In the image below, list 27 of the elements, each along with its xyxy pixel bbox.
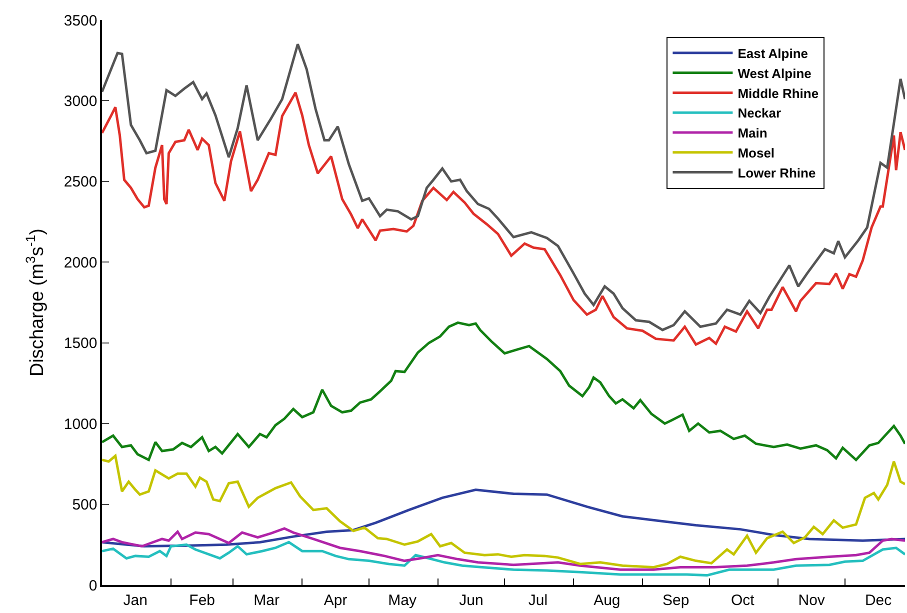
legend-label: Main	[738, 126, 768, 141]
x-tick-label: Nov	[798, 592, 826, 609]
legend-label: East Alpine	[738, 46, 808, 61]
legend-label: Mosel	[738, 145, 775, 160]
y-tick-label: 3500	[64, 12, 98, 30]
x-tick-label: Apr	[324, 592, 348, 609]
y-tick-label: 500	[72, 496, 98, 514]
x-tick-label: Sep	[662, 592, 690, 609]
y-tick-label: 2500	[64, 174, 98, 191]
x-tick-label: Mar	[254, 592, 280, 609]
x-tick-label: Jun	[459, 592, 484, 609]
y-tick-label: 2000	[64, 254, 98, 272]
x-tick-label: Jan	[123, 592, 148, 609]
x-tick-label: Feb	[189, 592, 216, 609]
x-tick-label: Jul	[528, 592, 548, 609]
x-tick-label: Aug	[594, 592, 620, 609]
x-tick-label: Dec	[864, 592, 892, 609]
legend-label: Lower Rhine	[738, 165, 816, 180]
legend-label: West Alpine	[738, 66, 812, 81]
x-tick-label: May	[388, 592, 417, 609]
legend-label: Middle Rhine	[738, 86, 819, 101]
y-tick-label: 0	[88, 577, 98, 594]
y-tick-label: 1000	[64, 416, 98, 433]
y-tick-label: 3000	[64, 92, 98, 110]
legend-label: Neckar	[738, 106, 782, 121]
x-tick-label: Oct	[730, 592, 756, 609]
y-tick-label: 1500	[64, 335, 98, 352]
